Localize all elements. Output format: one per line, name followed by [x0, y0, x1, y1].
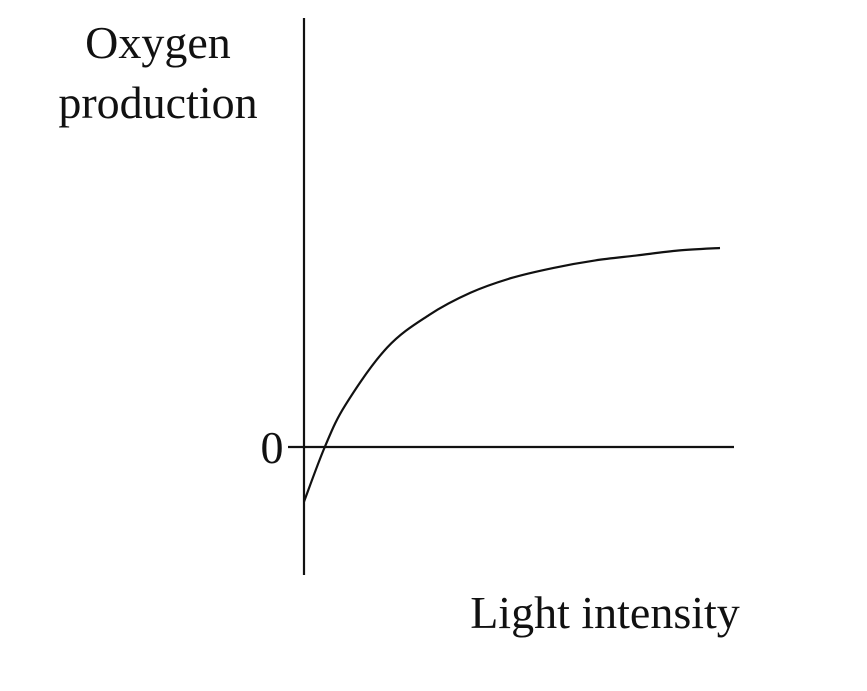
- y-axis-label-line-1: Oxygen: [85, 17, 231, 68]
- x-axis-label: Light intensity: [470, 587, 740, 638]
- y-tick-label-zero: 0: [261, 422, 284, 473]
- series-line: [302, 246, 721, 503]
- y-axis-label-line-2: production: [58, 77, 257, 128]
